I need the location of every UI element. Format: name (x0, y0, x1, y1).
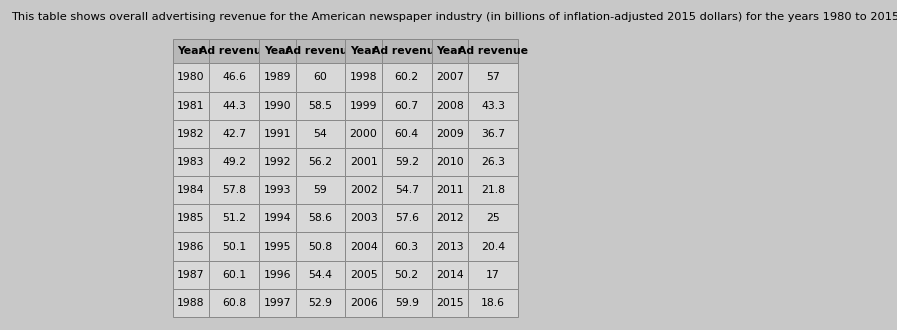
Text: This table shows overall advertising revenue for the American newspaper industry: This table shows overall advertising rev… (11, 12, 897, 21)
